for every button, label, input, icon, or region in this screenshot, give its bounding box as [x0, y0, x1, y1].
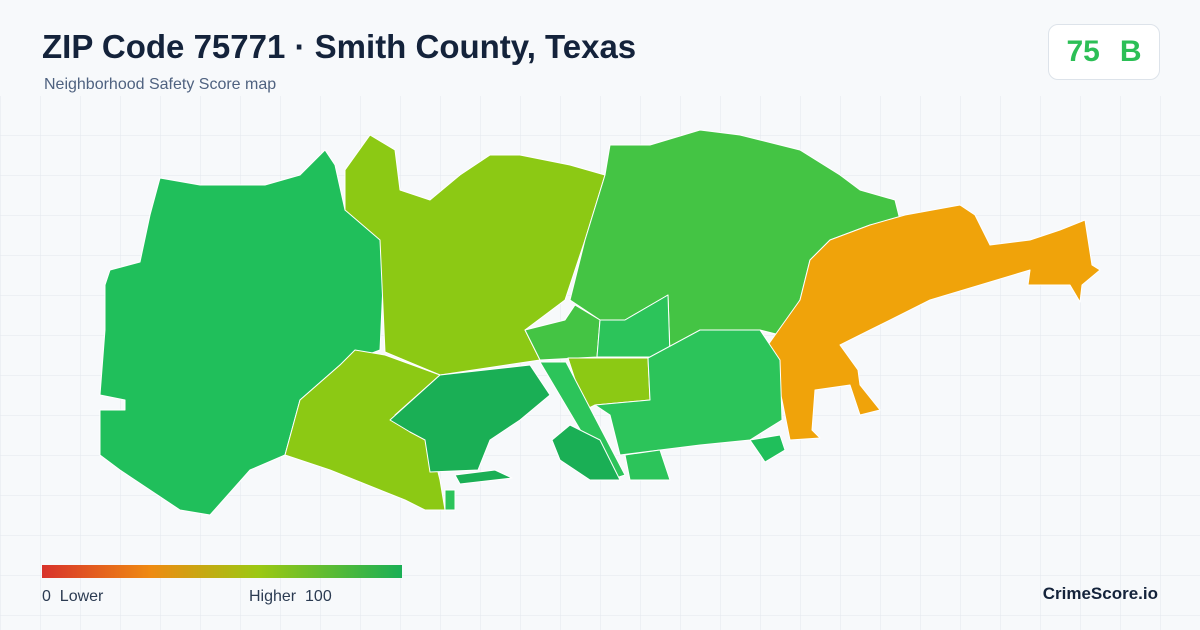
region: [767, 204, 1101, 441]
brand: CrimeScore.io: [1042, 584, 1158, 603]
region: [624, 449, 671, 481]
score-value: 75: [1066, 35, 1100, 68]
score-grade: B: [1119, 35, 1142, 68]
score-badge: 75 B: [1048, 24, 1160, 80]
region: [551, 424, 621, 481]
subtitle: Neighborhood Safety Score map: [44, 76, 277, 93]
legend-min: 0 Lower: [42, 588, 103, 606]
regions: [99, 129, 1101, 516]
legend-min-value: 0: [42, 588, 51, 605]
legend-max-label: Higher: [249, 588, 297, 605]
legend-max-value: 100: [305, 588, 332, 605]
region: [444, 489, 456, 511]
region: [454, 469, 513, 485]
region: [596, 294, 671, 358]
legend-scale: [42, 565, 402, 578]
region: [749, 434, 786, 463]
region: [389, 364, 551, 473]
title: ZIP Code 75771 · Smith County, Texas: [42, 28, 637, 65]
region: [594, 329, 783, 456]
legend-min-label: Lower: [59, 588, 104, 605]
legend-max: Higher 100: [249, 588, 332, 606]
